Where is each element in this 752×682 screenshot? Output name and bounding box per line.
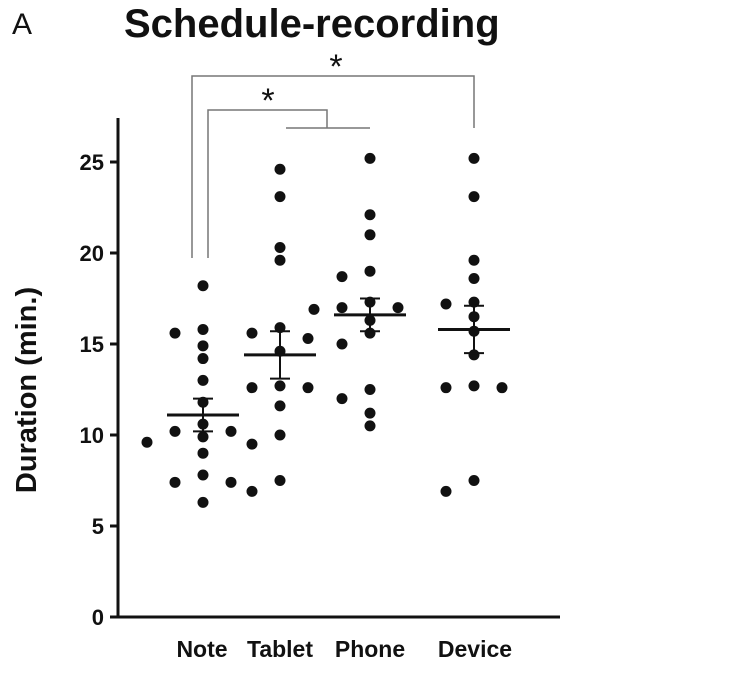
data-point: [197, 340, 209, 352]
data-point: [274, 400, 286, 412]
data-point: [246, 382, 258, 394]
data-point: [364, 209, 376, 221]
data-point: [274, 242, 286, 254]
data-point: [246, 438, 258, 450]
y-tick-label: 0: [92, 605, 104, 630]
x-category-label: Tablet: [247, 636, 313, 662]
data-point: [336, 338, 348, 350]
chart-title: Schedule-recording: [124, 2, 500, 46]
data-point: [169, 476, 181, 488]
significance-star: *: [261, 82, 274, 120]
data-point: [169, 327, 181, 339]
data-point: [468, 152, 480, 164]
y-ticks: 0 5 10 15 20 25: [80, 150, 118, 630]
data-point: [336, 302, 348, 314]
data-point: [225, 425, 237, 437]
data-point: [197, 447, 209, 459]
data-point: [274, 380, 286, 392]
data-point: [364, 384, 376, 395]
data-point: [274, 475, 286, 486]
data-point: [274, 191, 286, 203]
data-point: [197, 353, 209, 365]
x-category-label: Phone: [335, 636, 405, 662]
bracket-note-group: [207, 109, 328, 258]
data-point: [468, 254, 480, 266]
data-point: [440, 382, 452, 394]
x-category-label: Note: [176, 636, 227, 662]
data-point: [364, 229, 376, 241]
data-point: [246, 485, 258, 497]
bracket-note-device: [191, 75, 475, 258]
data-point: [336, 271, 348, 283]
y-tick-label: 10: [80, 423, 104, 448]
data-point: [246, 327, 258, 339]
data-point: [302, 382, 314, 394]
data-point: [496, 382, 508, 394]
data-point: [274, 254, 286, 266]
data-point: [197, 374, 209, 386]
data-point: [308, 303, 320, 315]
data-point: [225, 476, 237, 488]
data-point: [440, 298, 452, 310]
y-tick-label: 20: [80, 241, 104, 266]
data-point: [468, 191, 480, 203]
data-point: [364, 152, 376, 164]
y-tick-label: 15: [80, 332, 104, 357]
data-point: [468, 475, 480, 486]
data-point: [197, 469, 209, 481]
data-point: [141, 436, 153, 448]
panel-label: A: [12, 8, 33, 41]
y-axis-title: Duration (min.): [11, 287, 43, 493]
data-point: [468, 380, 480, 392]
x-category-label: Device: [438, 636, 512, 662]
data-point: [197, 431, 209, 443]
data-point: [169, 425, 181, 437]
data-point: [197, 496, 209, 508]
data-point: [336, 393, 348, 405]
data-point: [274, 429, 286, 441]
significance-star: *: [329, 48, 342, 86]
data-point: [364, 420, 376, 432]
significance-brackets: **: [191, 48, 475, 258]
data-point: [364, 407, 376, 419]
data-point: [392, 302, 404, 314]
y-tick-label: 25: [80, 150, 104, 175]
data-point: [197, 323, 209, 335]
data-point: [364, 265, 376, 277]
data-point: [302, 333, 314, 345]
mean-sem-bars: [167, 297, 510, 433]
data-point: [197, 280, 209, 292]
chart-axes: [116, 118, 560, 619]
x-category-labels: Note Tablet Phone Device: [176, 636, 512, 662]
y-tick-label: 5: [92, 514, 104, 539]
data-point: [468, 272, 480, 284]
data-point: [274, 163, 286, 175]
data-point: [440, 485, 452, 497]
